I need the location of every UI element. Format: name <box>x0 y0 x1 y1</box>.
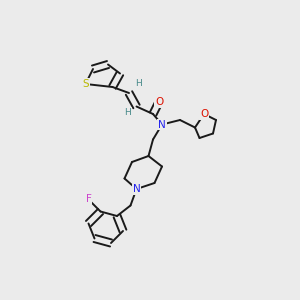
Text: F: F <box>85 194 91 205</box>
Text: H: H <box>124 108 131 117</box>
Text: S: S <box>82 79 89 89</box>
Text: H: H <box>135 80 141 88</box>
Text: N: N <box>133 184 140 194</box>
Text: O: O <box>155 97 163 107</box>
Text: N: N <box>158 119 166 130</box>
Text: O: O <box>200 109 208 119</box>
